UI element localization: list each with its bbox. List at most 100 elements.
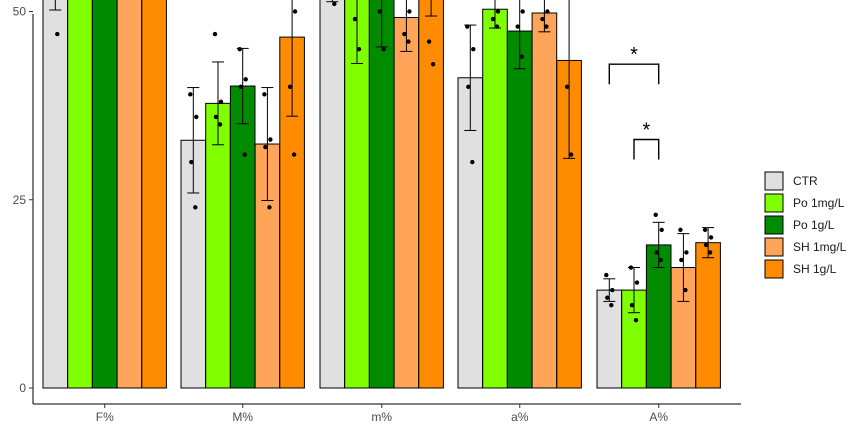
- data-point: [292, 9, 298, 14]
- data-point: [213, 114, 219, 120]
- x-tick-label: M%: [232, 410, 253, 424]
- legend-label: SH 1g/L: [793, 262, 837, 276]
- data-point: [262, 92, 267, 97]
- data-point: [609, 302, 614, 308]
- data-point: [268, 137, 273, 142]
- bar: [205, 102, 231, 389]
- significance-star: *: [630, 44, 638, 66]
- data-point: [628, 265, 634, 270]
- data-point: [707, 250, 713, 255]
- bar: [91, 0, 118, 389]
- data-point: [604, 272, 609, 278]
- bar: [141, 0, 167, 389]
- bar: [531, 12, 558, 389]
- x-tick-label: a%: [511, 410, 529, 424]
- data-point: [520, 9, 525, 14]
- legend-label: SH 1mg/L: [793, 240, 847, 254]
- data-point: [407, 9, 412, 14]
- data-point: [402, 31, 407, 37]
- data-point: [55, 31, 60, 37]
- data-point: [683, 287, 688, 293]
- data-point: [654, 250, 659, 255]
- x-tick-label: F%: [96, 410, 114, 424]
- data-point: [490, 16, 496, 22]
- legend-label: CTR: [793, 174, 818, 188]
- data-point: [263, 144, 268, 150]
- data-point: [470, 159, 475, 165]
- bar: [393, 17, 420, 389]
- bar: [506, 30, 533, 389]
- legend-swatch: [764, 237, 784, 257]
- legend-swatch: [764, 259, 784, 279]
- bar: [319, 0, 346, 389]
- data-point: [426, 39, 432, 44]
- data-point: [332, 1, 337, 7]
- bar: [695, 242, 721, 389]
- data-point: [471, 46, 476, 52]
- x-tick-label: m%: [371, 410, 392, 424]
- bracket-line: [633, 138, 660, 160]
- y-tick-label: 0: [19, 381, 26, 395]
- y-tick-label: 50: [13, 5, 27, 19]
- data-point: [544, 24, 549, 29]
- data-point: [430, 62, 436, 67]
- legend: CTR Po 1mg/L Po 1g/L SH 1mg/L SH 1g/L: [764, 171, 847, 279]
- data-point: [653, 212, 658, 218]
- data-point: [381, 46, 386, 52]
- bar: [67, 0, 93, 389]
- data-point: [356, 46, 362, 52]
- data-point: [703, 242, 709, 248]
- bar: [116, 0, 143, 389]
- legend-label: Po 1g/L: [793, 218, 835, 232]
- data-point: [212, 31, 218, 37]
- data-point: [377, 9, 382, 14]
- significance-bracket: *: [608, 44, 660, 85]
- data-point: [629, 302, 635, 308]
- data-point: [194, 114, 199, 120]
- data-point: [193, 205, 198, 210]
- legend-label: Po 1mg/L: [793, 196, 845, 210]
- data-point: [238, 84, 243, 90]
- significance-bracket: *: [633, 120, 660, 160]
- data-point: [267, 205, 272, 210]
- bar: [418, 0, 444, 389]
- significance-star: *: [642, 120, 650, 142]
- data-point: [610, 287, 615, 293]
- bar: [368, 0, 395, 389]
- data-point: [519, 54, 524, 59]
- data-point: [291, 152, 297, 157]
- data-point: [568, 152, 574, 157]
- legend-swatch: [764, 215, 784, 235]
- data-point: [243, 77, 248, 82]
- data-point: [406, 39, 411, 44]
- data-point: [634, 280, 640, 285]
- legend-swatch: [764, 171, 784, 191]
- data-point: [217, 122, 223, 127]
- data-point: [352, 16, 358, 22]
- data-point: [708, 235, 714, 240]
- bar: [344, 0, 370, 389]
- data-point: [494, 24, 500, 29]
- bracket-line: [608, 63, 660, 85]
- data-point: [659, 227, 664, 233]
- bar: [42, 0, 69, 389]
- data-point: [633, 318, 639, 323]
- data-point: [287, 84, 293, 90]
- data-point: [218, 99, 224, 105]
- data-point: [564, 84, 570, 90]
- data-point: [678, 227, 683, 233]
- bar: [596, 289, 623, 389]
- data-point: [540, 16, 545, 22]
- data-point: [237, 46, 242, 52]
- data-point: [495, 9, 501, 14]
- bar: [229, 85, 256, 389]
- legend-swatch: [764, 193, 784, 213]
- data-point: [702, 227, 708, 233]
- data-point: [189, 159, 194, 165]
- y-tick-label: 25: [13, 193, 27, 207]
- data-point: [188, 92, 193, 97]
- bar: [482, 8, 508, 389]
- data-point: [605, 295, 610, 300]
